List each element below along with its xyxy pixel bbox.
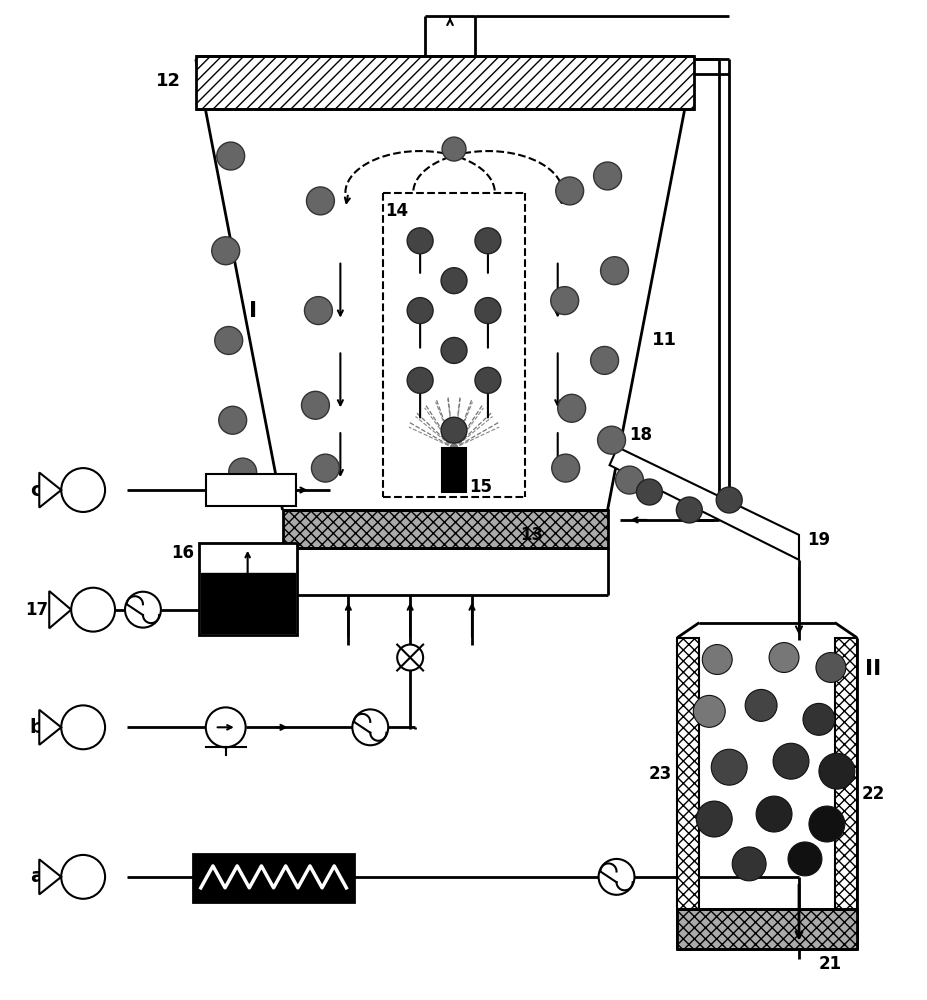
Circle shape — [756, 796, 792, 832]
Circle shape — [809, 806, 844, 842]
Circle shape — [397, 645, 423, 670]
Circle shape — [61, 468, 105, 512]
Text: II: II — [865, 659, 881, 679]
Polygon shape — [49, 591, 71, 628]
Circle shape — [441, 268, 467, 294]
Circle shape — [352, 709, 388, 745]
Polygon shape — [196, 56, 694, 109]
Circle shape — [441, 417, 467, 443]
Circle shape — [304, 297, 333, 325]
Circle shape — [307, 187, 335, 215]
Text: 19: 19 — [807, 531, 830, 549]
Polygon shape — [610, 447, 799, 560]
Text: 23: 23 — [649, 765, 672, 783]
Circle shape — [217, 142, 245, 170]
Circle shape — [61, 705, 105, 749]
Bar — [193, 854, 354, 902]
Circle shape — [71, 588, 115, 632]
Polygon shape — [678, 638, 699, 909]
Text: 15: 15 — [469, 478, 492, 496]
Circle shape — [703, 645, 732, 674]
Circle shape — [229, 458, 257, 486]
Text: I: I — [248, 301, 257, 321]
Circle shape — [215, 327, 243, 354]
Circle shape — [693, 695, 725, 727]
Polygon shape — [39, 859, 61, 894]
Circle shape — [475, 367, 501, 393]
Circle shape — [475, 298, 501, 324]
Circle shape — [601, 257, 629, 285]
Bar — [442, 448, 466, 492]
Text: c: c — [31, 481, 42, 500]
Circle shape — [61, 855, 105, 899]
Polygon shape — [39, 710, 61, 745]
Circle shape — [442, 137, 466, 161]
Circle shape — [590, 346, 618, 374]
Circle shape — [677, 497, 703, 523]
Circle shape — [125, 592, 161, 628]
Text: 22: 22 — [862, 785, 885, 803]
Text: 16: 16 — [171, 544, 194, 562]
Circle shape — [407, 228, 433, 254]
Circle shape — [696, 801, 732, 837]
Text: 11: 11 — [652, 331, 677, 349]
Text: b: b — [30, 718, 44, 737]
Bar — [198, 543, 297, 635]
Circle shape — [407, 298, 433, 324]
Circle shape — [407, 367, 433, 393]
Circle shape — [745, 689, 777, 721]
Polygon shape — [835, 638, 857, 909]
Text: 14: 14 — [386, 202, 409, 220]
Circle shape — [816, 653, 845, 682]
Text: a: a — [30, 867, 43, 886]
Bar — [201, 573, 295, 633]
Text: 21: 21 — [819, 955, 842, 973]
Circle shape — [732, 847, 766, 881]
Circle shape — [788, 842, 822, 876]
Circle shape — [773, 743, 809, 779]
Circle shape — [637, 479, 663, 505]
Circle shape — [769, 643, 799, 672]
Polygon shape — [283, 510, 607, 548]
Text: 18: 18 — [629, 426, 653, 444]
Circle shape — [598, 426, 626, 454]
Circle shape — [599, 859, 634, 895]
Circle shape — [475, 228, 501, 254]
Circle shape — [441, 337, 467, 363]
Text: 12: 12 — [156, 72, 181, 90]
Circle shape — [616, 466, 643, 494]
Circle shape — [803, 703, 835, 735]
Circle shape — [555, 177, 584, 205]
Circle shape — [206, 707, 246, 747]
Circle shape — [311, 454, 339, 482]
Text: 13: 13 — [520, 526, 543, 544]
Circle shape — [593, 162, 621, 190]
Bar — [206, 474, 296, 506]
Circle shape — [551, 287, 578, 315]
Polygon shape — [678, 909, 857, 949]
Circle shape — [301, 391, 329, 419]
Text: 17: 17 — [25, 601, 48, 619]
Circle shape — [717, 487, 743, 513]
Polygon shape — [39, 472, 61, 508]
Circle shape — [552, 454, 579, 482]
Circle shape — [219, 406, 247, 434]
Circle shape — [819, 753, 855, 789]
Circle shape — [711, 749, 747, 785]
Circle shape — [558, 394, 586, 422]
Circle shape — [211, 237, 240, 265]
